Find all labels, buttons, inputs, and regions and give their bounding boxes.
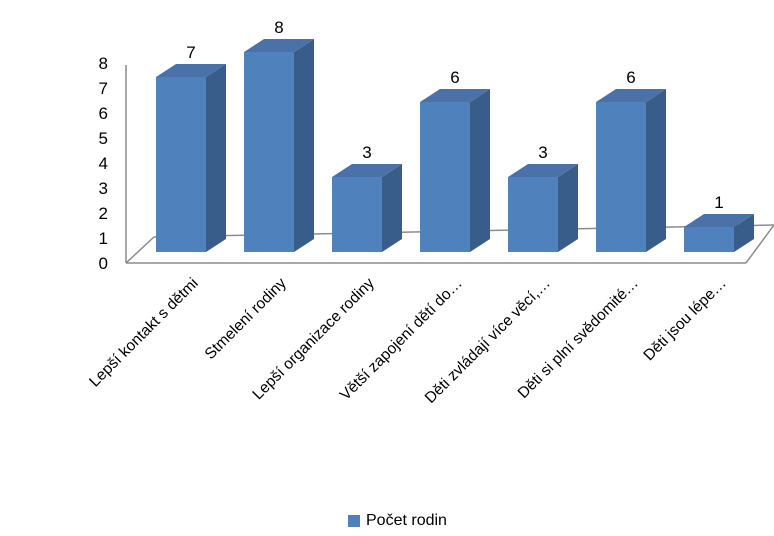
bar-front — [244, 52, 294, 252]
category-labels: Lepší kontakt s dětmi Stmelení rodinyLepš… — [86, 275, 730, 407]
bar — [332, 164, 402, 252]
bar-top — [244, 39, 314, 52]
legend-label: Počet rodin — [366, 512, 447, 529]
data-label: 8 — [274, 18, 283, 37]
category-label: Lepší kontakt s dětmi — [86, 275, 202, 391]
bar-front — [508, 177, 558, 252]
bar-top — [684, 214, 754, 227]
y-tick-label: 2 — [99, 204, 108, 223]
category-label: Stmelení rodiny — [202, 275, 290, 363]
bar-top — [332, 164, 402, 177]
y-tick-label: 7 — [99, 79, 108, 98]
bar-side — [558, 164, 578, 252]
legend: Počet rodin — [348, 512, 447, 530]
bar — [684, 214, 754, 252]
data-label: 3 — [538, 143, 547, 162]
bar-side — [294, 39, 314, 252]
bar-front — [420, 102, 470, 252]
bar-front — [156, 77, 206, 252]
chart-bars — [156, 39, 754, 252]
bar-side — [382, 164, 402, 252]
y-tick-label: 1 — [99, 229, 108, 248]
bar-side — [734, 214, 754, 252]
bar — [596, 89, 666, 252]
bar — [156, 64, 226, 252]
data-label: 6 — [450, 68, 459, 87]
data-label: 6 — [626, 68, 635, 87]
floor-right-edge — [745, 224, 774, 264]
y-axis-ticks: 0 1 2 3 4 5 6 7 8 — [99, 54, 108, 273]
bar-front — [332, 177, 382, 252]
bar — [508, 164, 578, 252]
legend-swatch — [348, 515, 360, 527]
bar — [244, 39, 314, 252]
bar-top — [156, 64, 226, 77]
y-tick-label: 0 — [99, 254, 108, 273]
bar-side — [470, 89, 490, 252]
bar-front — [596, 102, 646, 252]
y-tick-label: 5 — [99, 129, 108, 148]
category-label: Děti jsou lépe… — [640, 275, 729, 364]
bar-front — [684, 227, 734, 252]
data-label: 7 — [186, 43, 195, 62]
bar-top — [596, 89, 666, 102]
data-label: 3 — [362, 143, 371, 162]
y-tick-label: 3 — [99, 179, 108, 198]
bar-top — [420, 89, 490, 102]
bar-side — [206, 64, 226, 252]
bar — [420, 89, 490, 252]
data-labels: 7 8 3 6 3 6 1 — [186, 18, 723, 212]
bar-top — [508, 164, 578, 177]
y-tick-label: 4 — [99, 154, 108, 173]
bar-side — [646, 89, 666, 252]
y-tick-label: 6 — [99, 104, 108, 123]
y-tick-label: 8 — [99, 54, 108, 73]
data-label: 1 — [714, 193, 723, 212]
